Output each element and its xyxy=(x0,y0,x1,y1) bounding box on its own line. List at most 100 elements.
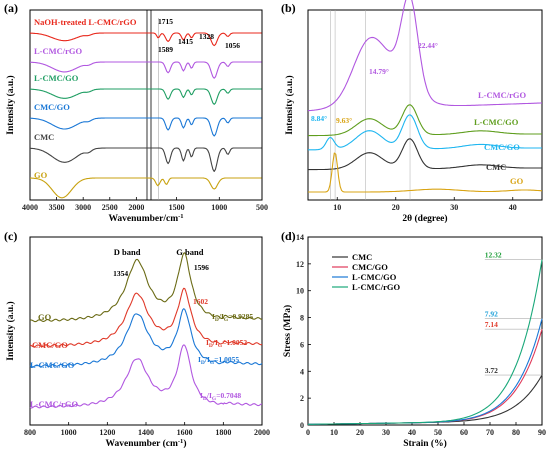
series-label-go: GO xyxy=(34,170,48,180)
peak-label-1354: 1354 xyxy=(113,269,128,278)
x-tick-label: 10 xyxy=(333,203,341,212)
peak-label-1328: 1328 xyxy=(199,32,214,41)
x-axis-title: 2θ (degree) xyxy=(402,213,447,224)
ratio-label-cmc-go: ID/IG=1.0052 xyxy=(206,338,247,349)
ftir-series-go xyxy=(30,177,262,199)
panel-letter-c: (c) xyxy=(4,229,17,243)
raman-series-go xyxy=(29,252,263,323)
x-axis-title: Strain (%) xyxy=(403,438,447,449)
stress-curve-cmc-go xyxy=(308,328,543,425)
legend-label-l-cmc-rgo: L-CMC/rGO xyxy=(352,282,401,292)
x-tick-label: 20 xyxy=(356,428,364,437)
raman-series-cmc-go xyxy=(29,287,263,348)
x-tick-label: 60 xyxy=(460,428,468,437)
panel-d-stress-strain-chart: (d) 0 10 20 30 40 50 60 70 80 90 0 2 4 6 8 10 12 14 Strain … xyxy=(281,229,546,449)
x-tick-label: 1400 xyxy=(138,428,154,437)
x-tick-label: 1000 xyxy=(61,428,77,437)
ftir-series-cmc-go xyxy=(30,117,262,137)
panel-letter-b: (b) xyxy=(281,1,296,15)
peak-label-14-79: 14.79° xyxy=(369,67,389,76)
x-tick-label: 30 xyxy=(382,428,390,437)
xrd-series-go xyxy=(308,152,543,193)
x-tick-label: 3000 xyxy=(75,203,91,212)
series-label-l-cmc-go: L-CMC/GO xyxy=(474,117,519,127)
x-tick-label: 50 xyxy=(434,428,442,437)
series-label-cmc: CMC xyxy=(486,162,506,172)
legend-label-l-cmc-go: L-CMC/GO xyxy=(352,272,397,282)
x-tick-label: 2000 xyxy=(128,203,144,212)
raman-series-l-cmc-go xyxy=(29,308,263,368)
x-tick-label: 1500 xyxy=(169,203,185,212)
y-axis-title: Intensity (a.u.) xyxy=(5,301,16,360)
raman-series-l-cmc-rgo xyxy=(29,344,263,409)
y-tick-label: 6 xyxy=(300,340,304,349)
peak-label-1415: 1415 xyxy=(178,37,193,46)
series-label-cmc: CMC xyxy=(34,132,54,142)
plot-frame-d xyxy=(307,236,543,426)
x-tick-label: 30 xyxy=(450,203,458,212)
x-tick-label: 40 xyxy=(509,203,517,212)
y-tick-label: 8 xyxy=(300,314,304,323)
xrd-series-cmc-go xyxy=(308,114,542,151)
x-tick-label: 1200 xyxy=(99,428,115,437)
peak-label-9-63: 9.63° xyxy=(336,116,352,125)
band-label-g: G band xyxy=(176,247,203,257)
y-axis-title: Stress (MPa) xyxy=(282,305,293,357)
panel-a-ftir-chart: (a) 4000 3500 3000 2500 2000 1500 1000 500 Wavenu… xyxy=(4,1,268,224)
x-axis-title: Wavenumber (cm-1) xyxy=(106,438,187,449)
legend-label-cmc-go: CMC/GO xyxy=(352,262,388,272)
xrd-series-l-cmc-go xyxy=(308,104,542,137)
plot-frame-b xyxy=(307,9,543,201)
x-tick-label: 2500 xyxy=(102,203,118,212)
panel-c-raman-chart: (c) 800 1000 1200 1400 1600 1800 2000 Wavenumber… xyxy=(4,229,270,449)
value-label-l-cmc-rgo: 12.32 xyxy=(485,251,502,260)
ftir-series-cmc xyxy=(30,147,262,172)
series-label-naoh-treated-l-cmc-rgo: NaOH-treated L-CMC/rGO xyxy=(34,17,137,27)
stress-curve-l-cmc-go xyxy=(308,318,543,425)
band-label-d: D band xyxy=(114,247,141,257)
series-label-l-cmc-go: L-CMC/GO xyxy=(30,360,75,370)
x-tick-label: 2000 xyxy=(254,428,270,437)
peak-label-1056: 1056 xyxy=(225,41,240,50)
y-axis-title: Intensity (a.u.) xyxy=(5,75,16,134)
plot-frame-a xyxy=(29,9,263,201)
peak-label-22-44: 22.44° xyxy=(418,41,438,50)
peak-label-1602: 1602 xyxy=(193,297,208,306)
x-tick-label: 1600 xyxy=(177,428,193,437)
ftir-series-l-cmc-rgo xyxy=(30,61,262,79)
ratio-label-go: ID/IG=0.9285 xyxy=(212,312,253,323)
value-label-cmc-go: 7.14 xyxy=(485,320,498,329)
x-tick-label: 80 xyxy=(512,428,520,437)
y-tick-label: 14 xyxy=(296,233,304,242)
series-label-l-cmc-rgo: L-CMC/rGO xyxy=(34,46,83,56)
panel-letter-d: (d) xyxy=(281,229,296,243)
ftir-series-naoh-treated-l-cmc-rgo xyxy=(29,32,262,47)
y-tick-label: 2 xyxy=(300,394,304,403)
series-label-cmc-go: CMC/GO xyxy=(34,102,70,112)
peak-label-1589: 1589 xyxy=(158,45,173,54)
panel-b-xrd-chart: (b) 10 20 30 40 2θ (degree) Intensity (a.u.) L-… xyxy=(281,0,543,224)
x-tick-label: 90 xyxy=(538,428,546,437)
xrd-series-l-cmc-rgo xyxy=(307,0,542,112)
panel-letter-a: (a) xyxy=(4,1,18,15)
ftir-series-l-cmc-go xyxy=(30,88,262,105)
series-label-l-cmc-rgo: L-CMC/rGO xyxy=(478,90,527,100)
series-label-cmc-go: CMC/GO xyxy=(32,340,68,350)
x-tick-label: 500 xyxy=(256,203,268,212)
series-label-go: GO xyxy=(510,176,524,186)
peak-label-8-84: 8.84° xyxy=(311,114,327,123)
y-tick-label: 0 xyxy=(300,421,304,430)
peak-label-1596: 1596 xyxy=(194,263,209,272)
series-label-l-cmc-rgo: L-CMC/rGO xyxy=(30,399,79,409)
value-label-cmc: 3.72 xyxy=(485,366,498,375)
x-tick-label: 0 xyxy=(306,428,310,437)
y-tick-label: 12 xyxy=(296,260,304,269)
y-tick-label: 10 xyxy=(296,287,304,296)
x-tick-label: 20 xyxy=(392,203,400,212)
series-label-l-cmc-go: L-CMC/GO xyxy=(34,73,79,83)
x-tick-label: 1000 xyxy=(211,203,227,212)
series-label-go: GO xyxy=(38,312,52,322)
peak-label-1715: 1715 xyxy=(158,17,173,26)
x-tick-label: 10 xyxy=(330,428,338,437)
